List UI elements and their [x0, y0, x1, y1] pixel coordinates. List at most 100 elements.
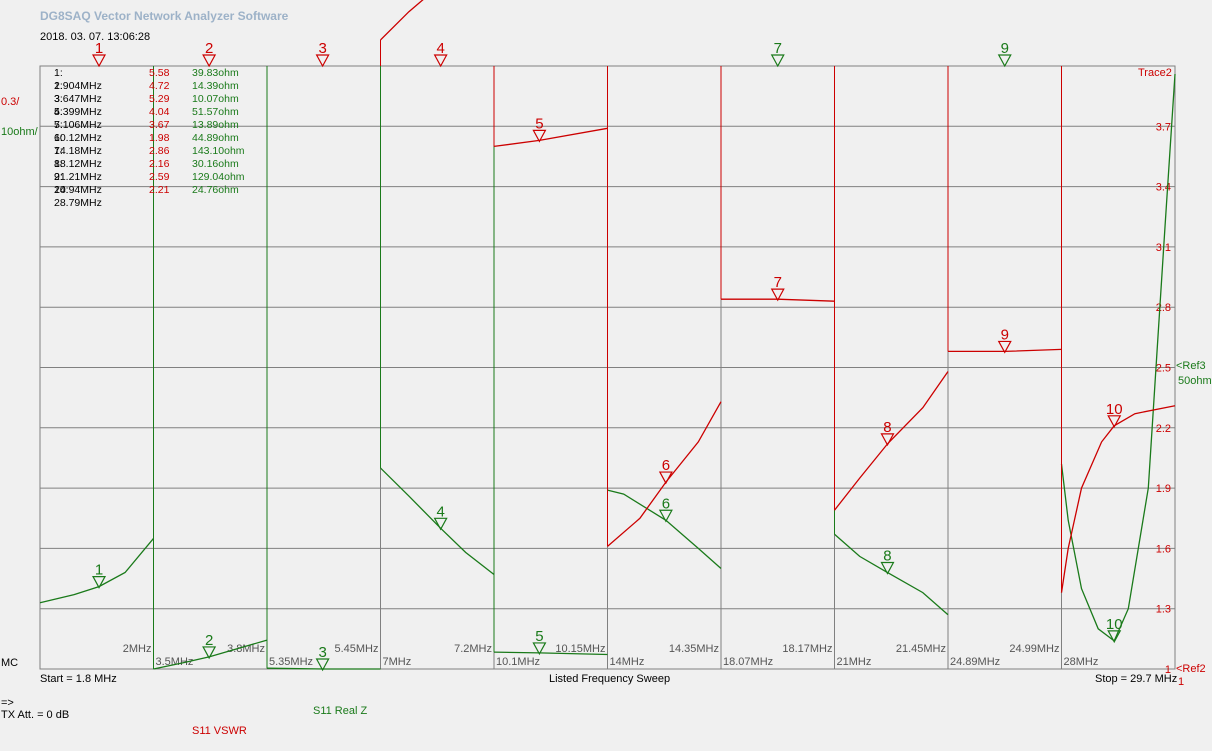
marker-vswr: 3.67 — [149, 119, 170, 131]
segment-start-label: 21MHz — [837, 656, 872, 668]
realz-marker-label: 6 — [662, 495, 670, 512]
marker-vswr: 4.04 — [149, 106, 170, 118]
vswr-marker-label: 9 — [1001, 326, 1009, 343]
marker-vswr: 1.98 — [149, 132, 170, 144]
vswr-marker-label: 6 — [662, 457, 670, 474]
realz-marker-3 — [315, 658, 330, 672]
vswr-marker-1 — [92, 54, 107, 68]
y-tick-label: 1 — [1165, 664, 1171, 676]
segment-end-label: 2MHz — [123, 643, 152, 655]
realz-marker-8 — [880, 561, 895, 575]
vswr-marker-label: 7 — [774, 274, 782, 291]
vswr-marker-3 — [315, 54, 330, 68]
legend-s11-realz[interactable]: S11 Real Z — [313, 705, 368, 717]
segment-end-label: 21.45MHz — [896, 643, 946, 655]
vswr-marker-9 — [997, 340, 1012, 354]
marker-realz: 51.57ohm — [192, 106, 239, 118]
realz-marker-4 — [433, 517, 448, 531]
realz-marker-label: 7 — [774, 40, 782, 57]
vswr-marker-10 — [1107, 415, 1122, 429]
realz-marker-label: 8 — [883, 548, 891, 565]
vswr-marker-4 — [433, 54, 448, 68]
realz-marker-label: 1 — [95, 562, 103, 579]
marker-frequency: 9: 24.94MHz — [54, 171, 102, 196]
segment-start-label: 7MHz — [383, 656, 412, 668]
vswr-marker-label: 5 — [535, 115, 543, 132]
segment-end-label: 10.15MHz — [555, 643, 605, 655]
start-frequency: Start = 1.8 MHz — [40, 673, 117, 685]
realz-marker-label: 2 — [205, 632, 213, 649]
stop-frequency: Stop = 29.7 MHz — [1095, 673, 1178, 685]
vswr-marker-2 — [202, 54, 217, 68]
legend-s11-vswr[interactable]: S11 VSWR — [192, 725, 247, 737]
ref2-label: <Ref2 — [1176, 663, 1206, 675]
tx-attenuation: TX Att. = 0 dB — [1, 709, 70, 721]
sweep-mode: Listed Frequency Sweep — [549, 673, 671, 685]
marker-frequency: 4: 7.106MHz — [54, 106, 102, 131]
vswr-marker-label: 1 — [95, 40, 103, 57]
marker-frequency: 6: 14.18MHz — [54, 132, 102, 157]
marker-frequency: 7: 18.12MHz — [54, 145, 102, 170]
timestamp: 2018. 03. 07. 13:06:28 — [40, 31, 151, 43]
vswr-marker-8 — [880, 433, 895, 447]
ref3-value: 50ohm — [1178, 375, 1212, 387]
realz-marker-1 — [92, 575, 107, 589]
realz-marker-7 — [770, 54, 785, 68]
marker-realz: 44.89ohm — [192, 132, 239, 144]
marker-realz: 30.16ohm — [192, 158, 239, 170]
marker-realz: 10.07ohm — [192, 93, 239, 105]
y-tick-label: 1.6 — [1156, 543, 1171, 555]
command-arrow: => — [1, 697, 14, 709]
ref3-label: <Ref3 — [1176, 360, 1206, 372]
vswr-marker-label: 3 — [318, 40, 326, 57]
segment-end-label: 7.2MHz — [454, 643, 492, 655]
realz-marker-label: 3 — [318, 644, 326, 661]
vswr-trace — [380, 0, 424, 41]
realz-marker-label: 10 — [1106, 616, 1123, 633]
ref2-value: 1 — [1178, 676, 1185, 688]
marker-vswr: 5.29 — [149, 93, 170, 105]
realz-marker-5 — [532, 642, 547, 656]
y-tick-label: 2.2 — [1156, 423, 1171, 435]
segment-end-label: 18.17MHz — [782, 643, 832, 655]
marker-frequency: 5: 10.12MHz — [54, 119, 102, 144]
realz-marker-10 — [1107, 630, 1122, 644]
marker-vswr: 2.21 — [149, 184, 170, 196]
marker-realz: 143.10ohm — [192, 145, 245, 157]
realz-scale-label: 10ohm/ — [1, 126, 38, 138]
marker-vswr: 2.59 — [149, 171, 170, 183]
marker-vswr: 4.72 — [149, 80, 170, 92]
marker-realz: 13.89ohm — [192, 119, 239, 131]
vswr-marker-7 — [770, 288, 785, 302]
realz-marker-9 — [997, 54, 1012, 68]
marker-vswr: 2.16 — [149, 158, 170, 170]
segment-start-label: 5.35MHz — [269, 656, 313, 668]
marker-frequency: 3: 5.399MHz — [54, 93, 102, 118]
vswr-marker-6 — [658, 471, 673, 485]
marker-frequency: 8: 21.21MHz — [54, 158, 102, 183]
segment-end-label: 5.45MHz — [334, 643, 378, 655]
segment-end-label: 14.35MHz — [669, 643, 719, 655]
segment-start-label: 24.89MHz — [950, 656, 1000, 668]
marker-realz: 129.04ohm — [192, 171, 245, 183]
marker-vswr: 2.86 — [149, 145, 170, 157]
segment-start-label: 10.1MHz — [496, 656, 540, 668]
segment-start-label: 3.5MHz — [156, 656, 194, 668]
segment-end-label: 24.99MHz — [1009, 643, 1059, 655]
realz-marker-6 — [658, 509, 673, 523]
marker-realz: 14.39ohm — [192, 80, 239, 92]
y-tick-label: 1.9 — [1156, 483, 1171, 495]
vswr-marker-5 — [532, 129, 547, 143]
vswr-scale-label: 0.3/ — [1, 96, 20, 108]
segment-start-label: 28MHz — [1064, 656, 1099, 668]
y-tick-label: 3.7 — [1156, 121, 1171, 133]
vswr-marker-label: 8 — [883, 419, 891, 436]
realz-marker-label: 5 — [535, 628, 543, 645]
app-title: DG8SAQ Vector Network Analyzer Software — [40, 9, 289, 23]
marker-realz: 39.83ohm — [192, 67, 239, 79]
vswr-marker-label: 4 — [436, 40, 444, 57]
mode-label: MC — [1, 657, 19, 669]
segment-end-label: 3.8MHz — [227, 643, 265, 655]
vswr-marker-label: 10 — [1106, 401, 1123, 418]
